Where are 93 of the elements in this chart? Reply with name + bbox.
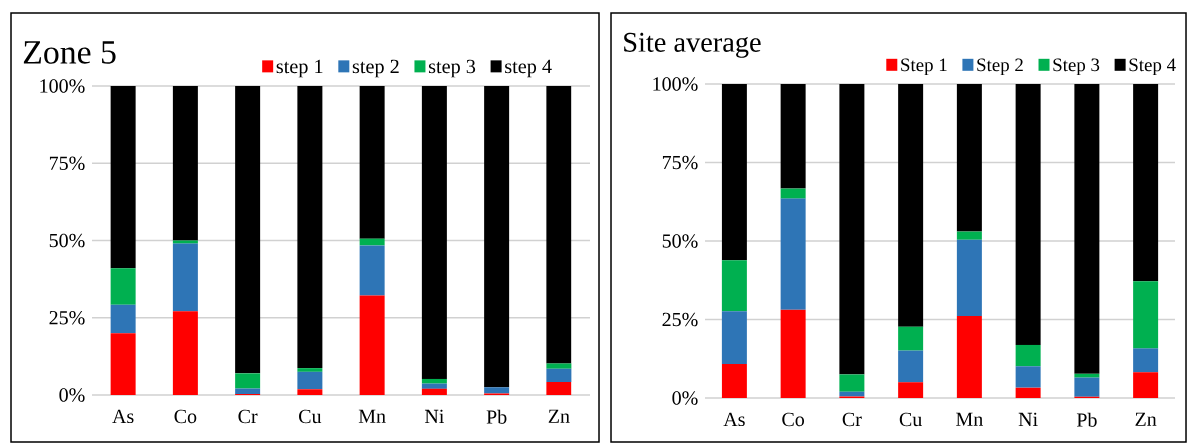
legend-label: Step 4 [1129,58,1176,76]
bar [110,86,136,269]
x-tick-label: Mn [358,409,386,423]
bar [839,374,865,392]
y-tick-label: 75% [662,155,698,170]
bar [1133,372,1159,398]
bar [421,388,447,395]
bar [172,86,198,241]
bar [110,304,136,334]
x-tick-label: Cu [299,409,322,424]
x-tick-label: Cr [842,412,862,427]
bar [780,188,806,199]
x-tick-label: Mn [956,412,983,426]
x-tick-label: Zn [548,409,570,423]
y-tick-label: 25% [662,312,698,327]
bar [721,260,747,312]
y-tick-label: 100% [40,79,85,93]
bar [235,86,261,374]
bar [546,368,572,383]
bar [546,86,572,364]
x-tick-label: Zn [1135,412,1157,426]
bar [1133,84,1159,282]
bar [359,245,385,296]
bar [172,311,198,395]
bar [297,389,323,395]
y-tick-label: 50% [49,233,85,248]
bar [1074,84,1100,374]
bar [421,86,447,379]
bar [1015,84,1041,345]
bar [956,84,982,232]
y-tick-label: 100% [653,77,698,91]
bar [235,373,261,389]
bar [721,84,747,261]
x-tick-label: Cu [899,412,922,427]
legend-label: Step 1 [901,58,947,76]
x-tick-label: Ni [1018,412,1038,426]
bar [1074,373,1100,378]
x-tick-label: Pb [486,409,507,424]
bar [110,333,136,395]
bar [235,388,261,395]
x-tick-label: As [112,409,134,424]
bar [1133,281,1159,349]
bar [172,240,198,244]
x-tick-label: Co [174,409,197,424]
bar [421,383,447,389]
bar [839,84,865,375]
bar [1015,366,1041,388]
bar [297,371,323,390]
bar [721,311,747,365]
bar [172,243,198,312]
bar [780,84,806,189]
bar [1015,387,1041,398]
bar [297,86,323,369]
legend-label: step 3 [428,59,476,78]
x-tick-label: Co [782,412,805,427]
bar [359,295,385,395]
bar [546,363,572,369]
bar [546,382,572,395]
legend-label: step 2 [352,59,399,78]
bar [1074,377,1100,397]
y-tick-label: 25% [49,310,85,325]
legend-label: step 1 [276,59,323,78]
bar [898,382,924,398]
legend-label: Step 3 [1053,58,1100,76]
bar [956,231,982,240]
bar [721,364,747,398]
legend-label: Step 2 [977,58,1023,76]
bar [956,316,982,398]
bar [898,350,924,383]
bar [110,268,136,305]
bar [359,86,385,239]
bar [1015,344,1041,367]
y-tick-label: 50% [662,234,698,248]
bar [780,309,806,398]
y-tick-label: 0% [672,391,698,405]
bar [421,378,447,384]
bar [956,239,982,317]
chart-title: Site average [624,32,761,58]
x-tick-label: Ni [424,409,444,423]
legend-label: step 4 [505,59,552,78]
y-tick-label: 75% [49,156,85,171]
bar [898,326,924,351]
bar [484,387,510,394]
bar [898,84,924,327]
bar [1133,348,1159,373]
y-tick-label: 0% [59,388,85,402]
bar [297,368,323,372]
x-tick-label: Cr [238,409,258,424]
chart-title: Zone 5 [23,41,116,64]
x-tick-label: As [723,412,745,427]
bar [484,86,510,388]
bar [780,198,806,310]
x-tick-label: Pb [1076,412,1097,427]
